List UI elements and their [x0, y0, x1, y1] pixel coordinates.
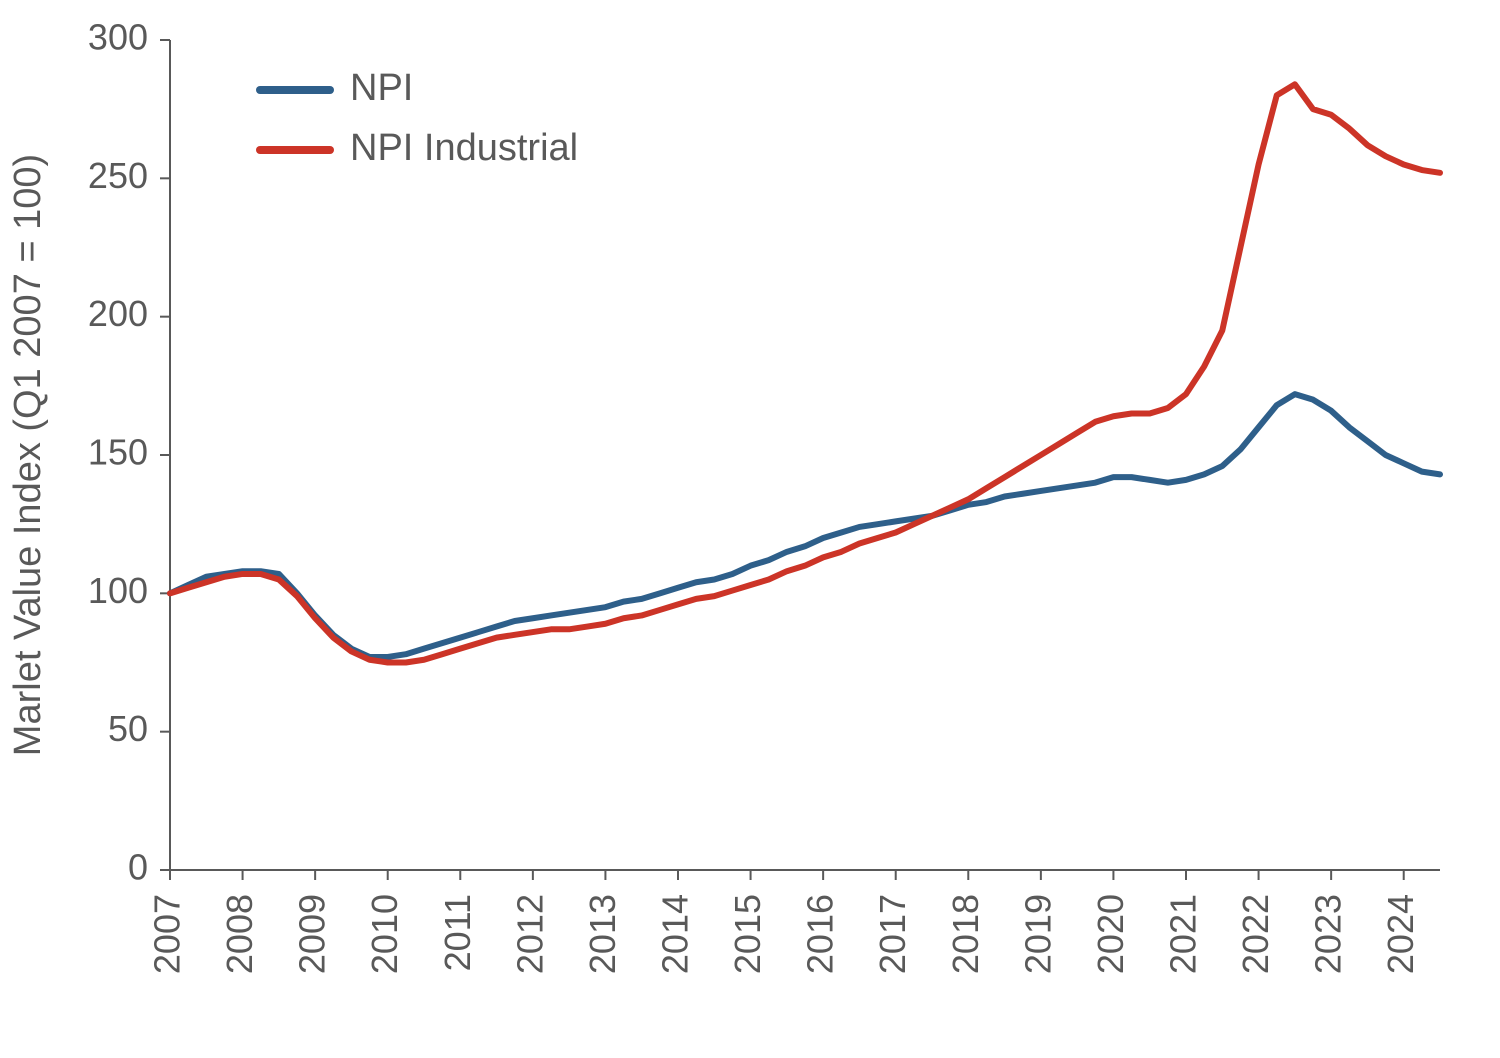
- y-tick-label: 200: [88, 293, 148, 334]
- x-tick-label: 2009: [292, 894, 333, 974]
- legend-label-npi: NPI: [350, 67, 413, 109]
- x-tick-label: 2007: [147, 894, 188, 974]
- y-tick-label: 250: [88, 155, 148, 196]
- x-tick-label: 2008: [219, 894, 260, 974]
- x-tick-label: 2015: [727, 894, 768, 974]
- x-tick-label: 2013: [582, 894, 623, 974]
- y-tick-label: 150: [88, 432, 148, 473]
- y-tick-label: 50: [108, 708, 148, 749]
- x-tick-label: 2010: [364, 894, 405, 974]
- y-tick-label: 0: [128, 847, 148, 888]
- y-tick-label: 100: [88, 570, 148, 611]
- x-tick-label: 2021: [1163, 894, 1204, 974]
- x-tick-label: 2019: [1017, 894, 1058, 974]
- x-tick-label: 2024: [1380, 894, 1421, 974]
- x-tick-label: 2017: [872, 894, 913, 974]
- x-tick-label: 2014: [655, 894, 696, 974]
- chart-container: 0 50 100 150 200 250 300 2007 2008 2009 2010 2011 20…: [0, 0, 1500, 1058]
- x-tick-label: 2012: [509, 894, 550, 974]
- series-line-npi-industrial: [170, 84, 1440, 662]
- legend-label-npi-industrial: NPI Industrial: [350, 127, 578, 169]
- series-line-npi: [170, 394, 1440, 657]
- x-tick-label: 2016: [800, 894, 841, 974]
- x-tick-label: 2020: [1090, 894, 1131, 974]
- x-tick-label: 2011: [437, 894, 478, 971]
- y-axis-title: Marlet Value Index (Q1 2007 = 100): [7, 154, 49, 756]
- x-tick-label: 2018: [945, 894, 986, 974]
- y-tick-label: 300: [88, 17, 148, 58]
- x-tick-label: 2023: [1308, 894, 1349, 974]
- x-tick-label: 2022: [1235, 894, 1276, 974]
- line-chart: 0 50 100 150 200 250 300 2007 2008 2009 2010 2011 20…: [0, 0, 1500, 1058]
